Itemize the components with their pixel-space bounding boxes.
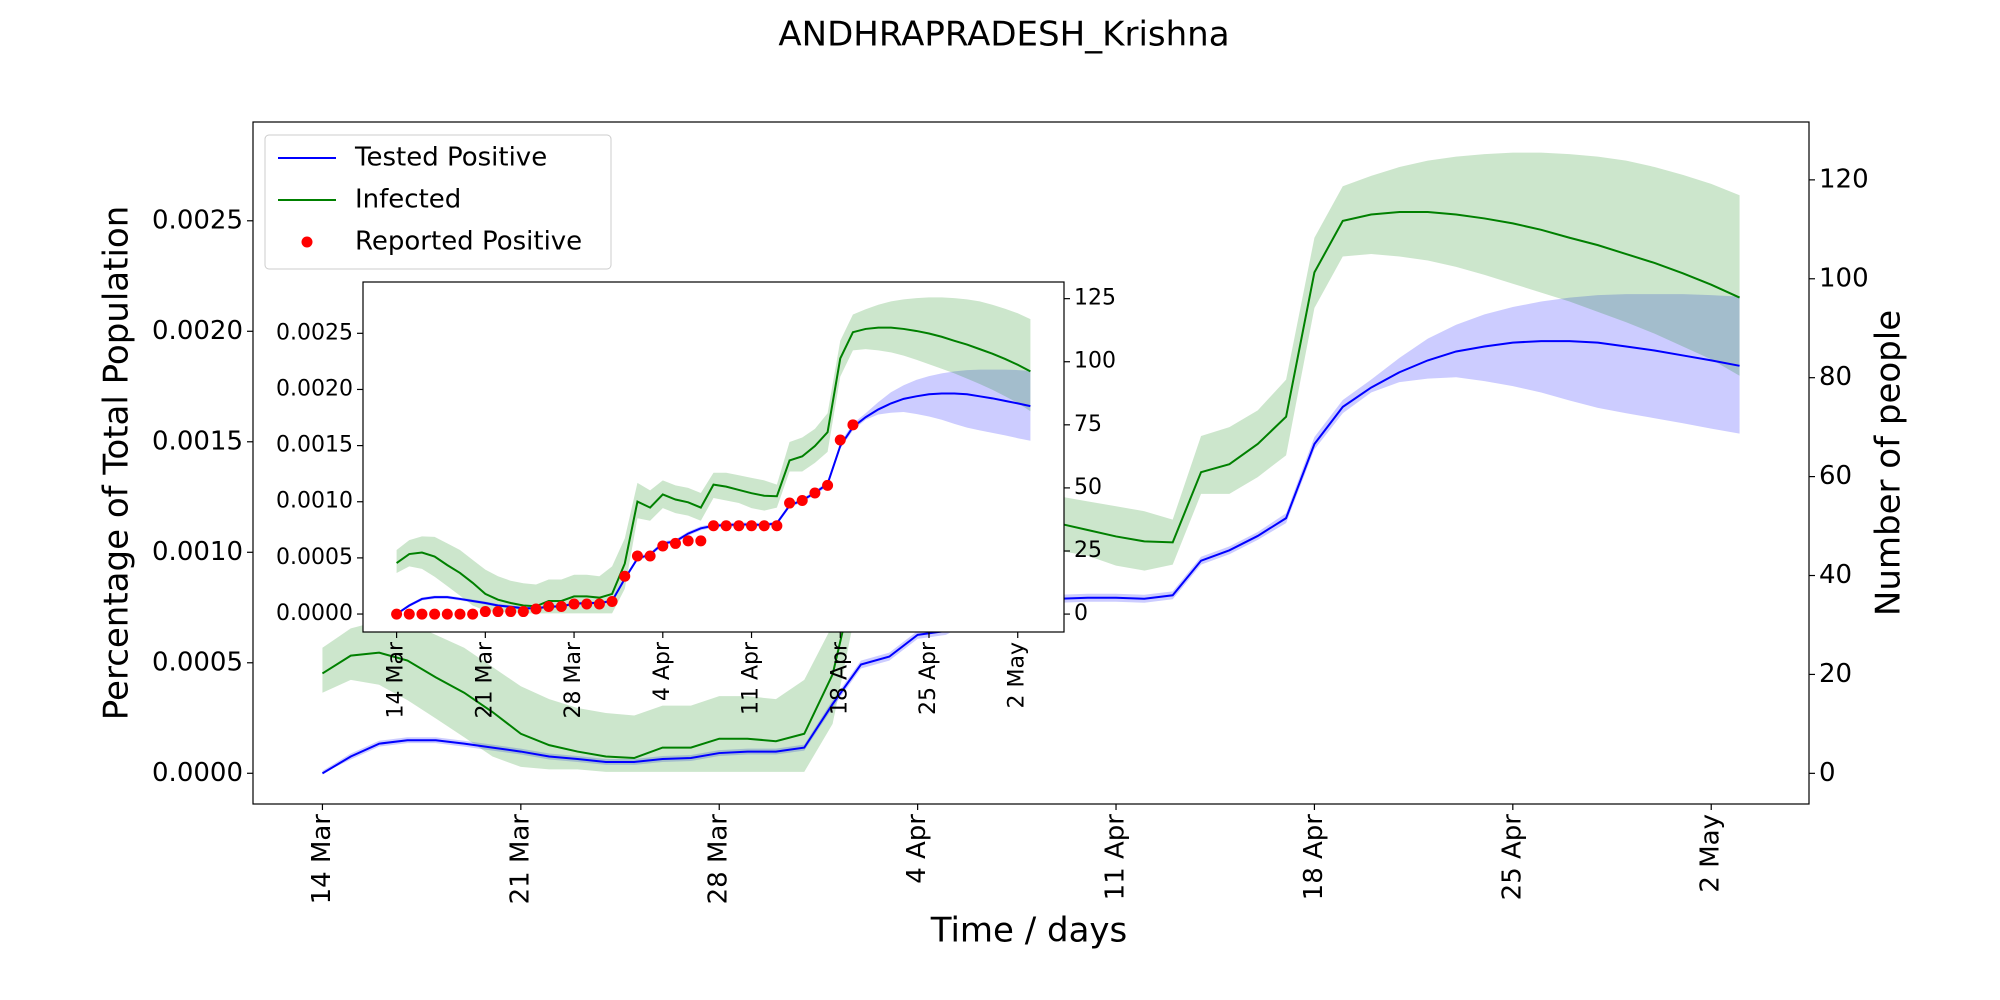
scatter-point xyxy=(809,487,821,499)
scatter-point xyxy=(708,520,719,532)
y2-tick-label: 100 xyxy=(1819,263,1869,293)
scatter-point xyxy=(479,606,491,618)
legend-box xyxy=(264,134,612,270)
scatter-point xyxy=(631,550,643,562)
scatter-point xyxy=(593,598,605,610)
y-tick-label: 0.0020 xyxy=(152,316,243,346)
y2-tick-label: 100 xyxy=(1074,349,1116,374)
scatter-point xyxy=(847,419,859,431)
y-tick-label: 0.0010 xyxy=(276,489,353,514)
scatter-point xyxy=(416,608,428,620)
y2-tick-label: 20 xyxy=(1819,659,1852,689)
scatter-point xyxy=(429,608,441,620)
scatter-point xyxy=(403,608,415,620)
y-tick-label: 0.0025 xyxy=(276,320,353,345)
scatter-point xyxy=(822,479,834,491)
y2-axis-label: Number of people xyxy=(1869,310,1909,616)
y-tick-label: 0.0010 xyxy=(152,537,243,567)
scatter-point xyxy=(669,537,681,549)
scatter-point xyxy=(771,520,783,532)
scatter-point xyxy=(682,535,694,547)
scatter-point xyxy=(834,434,846,446)
x-tick-label: 4 Apr xyxy=(650,641,675,701)
x-tick-label: 11 Apr xyxy=(739,641,764,715)
x-tick-label: 2 May xyxy=(1005,642,1030,708)
x-tick-label: 14 Mar xyxy=(307,814,337,905)
scatter-point xyxy=(530,603,542,615)
y-tick-label: 0.0020 xyxy=(276,376,353,401)
scatter-point xyxy=(657,540,669,552)
x-tick-label: 14 Mar xyxy=(384,641,409,718)
scatter-point xyxy=(619,570,631,582)
scatter-point xyxy=(555,601,567,613)
scatter-point xyxy=(505,606,517,618)
scatter-point xyxy=(581,598,593,610)
legend-label: Infected xyxy=(355,185,461,215)
scatter-point xyxy=(758,520,770,532)
x-tick-label: 11 Apr xyxy=(1101,814,1131,901)
plot-frame xyxy=(252,121,1810,805)
y2-tick-label: 75 xyxy=(1074,412,1102,437)
y-tick-label: 0.0015 xyxy=(276,433,353,458)
scatter-point xyxy=(391,608,403,620)
chart-title: ANDHRAPRADESH_Krishna xyxy=(778,15,1229,55)
y2-tick-label: 40 xyxy=(1819,560,1852,590)
y-tick-label: 0.0025 xyxy=(152,205,243,235)
x-tick-label: 25 Apr xyxy=(1497,814,1527,901)
y-axis-label: Percentage of Total Population xyxy=(97,206,137,721)
y-tick-label: 0.0005 xyxy=(276,545,353,570)
y-tick-label: 0.0000 xyxy=(152,758,243,788)
scatter-point xyxy=(543,601,555,613)
scatter-point xyxy=(441,608,453,620)
x-tick-label: 21 Mar xyxy=(505,814,535,905)
scatter-point xyxy=(644,550,656,562)
y2-tick-label: 80 xyxy=(1819,362,1852,392)
y-tick-label: 0.0000 xyxy=(276,601,353,626)
scatter-point xyxy=(720,520,732,532)
y-tick-label: 0.0005 xyxy=(152,647,243,677)
x-tick-label: 28 Mar xyxy=(561,641,586,718)
x-tick-label: 28 Mar xyxy=(704,814,734,905)
y2-tick-label: 120 xyxy=(1819,164,1869,194)
scatter-point xyxy=(606,595,618,607)
legend-marker xyxy=(301,236,313,248)
x-axis-label: Time / days xyxy=(930,911,1128,951)
scatter-point xyxy=(454,608,466,620)
y2-tick-label: 0 xyxy=(1074,601,1088,626)
scatter-point xyxy=(733,520,745,532)
x-tick-label: 25 Apr xyxy=(916,641,941,715)
x-tick-label: 18 Apr xyxy=(827,641,852,715)
x-tick-label: 4 Apr xyxy=(902,814,932,884)
scatter-point xyxy=(517,606,529,618)
y2-tick-label: 0 xyxy=(1819,758,1836,788)
x-tick-label: 2 May xyxy=(1696,814,1726,893)
scatter-point xyxy=(746,520,758,532)
scatter-point xyxy=(492,606,504,618)
confidence-band xyxy=(396,297,1031,614)
inset-background xyxy=(363,282,1064,632)
legend-label: Reported Positive xyxy=(355,227,582,257)
y-tick-label: 0.0015 xyxy=(152,426,243,456)
series-line xyxy=(396,326,1031,608)
confidence-band xyxy=(322,152,1740,772)
scatter-point xyxy=(796,495,808,507)
x-tick-label: 21 Mar xyxy=(472,641,497,718)
scatter-point xyxy=(467,608,479,620)
y2-tick-label: 50 xyxy=(1074,475,1102,500)
x-tick-label: 18 Apr xyxy=(1299,814,1329,901)
scatter-point xyxy=(695,535,707,547)
y2-tick-label: 125 xyxy=(1074,286,1116,311)
y2-tick-label: 25 xyxy=(1074,538,1102,563)
scatter-point xyxy=(784,497,796,509)
y2-tick-label: 60 xyxy=(1819,461,1852,491)
plot-frame xyxy=(362,281,1065,633)
legend-label: Tested Positive xyxy=(354,143,547,173)
scatter-point xyxy=(568,598,580,610)
